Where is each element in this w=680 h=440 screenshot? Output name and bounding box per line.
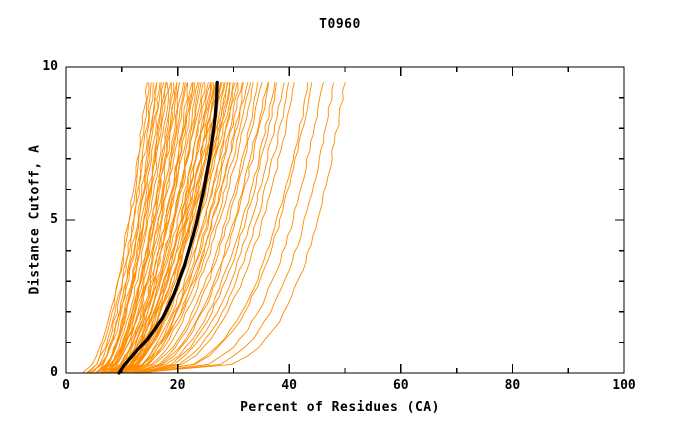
x-axis-label: Percent of Residues (CA) [240, 400, 440, 415]
prediction-curve [120, 82, 222, 374]
prediction-curve [112, 82, 219, 374]
prediction-curve [110, 82, 188, 374]
prediction-curve [104, 82, 189, 374]
prediction-curve [112, 82, 194, 374]
prediction-curve [107, 82, 202, 374]
y-tick-label: 0 [50, 365, 58, 380]
x-tick-label: 80 [504, 378, 521, 393]
prediction-curve [129, 82, 249, 374]
prediction-curve [137, 82, 295, 374]
reference-curve [117, 80, 219, 375]
prediction-curve [122, 82, 234, 374]
prediction-curve [117, 82, 204, 374]
prediction-curve [82, 82, 148, 374]
prediction-curve [90, 82, 161, 374]
prediction-curve [129, 82, 254, 374]
y-tick-label: 5 [50, 212, 58, 227]
prediction-curve [139, 82, 308, 374]
x-tick-label: 40 [281, 378, 298, 393]
x-tick-label: 100 [612, 378, 636, 393]
prediction-curve [95, 82, 169, 374]
prediction-curve [138, 82, 278, 374]
prediction-curve [125, 82, 243, 374]
prediction-curve [136, 82, 346, 374]
prediction-curve [108, 82, 184, 374]
prediction-curve [97, 82, 162, 374]
x-tick-label: 0 [62, 378, 70, 393]
prediction-curve [120, 82, 239, 374]
prediction-curve [106, 82, 180, 374]
axis-frame [65, 66, 625, 374]
prediction-curve [134, 82, 285, 374]
x-tick-label: 60 [392, 378, 409, 393]
prediction-curve [86, 82, 152, 374]
prediction-curve [115, 82, 209, 374]
prediction-curve [111, 82, 195, 374]
prediction-curve [101, 82, 167, 374]
prediction-curve [128, 82, 258, 374]
prediction-curve [138, 82, 334, 374]
prediction-curve [139, 82, 290, 374]
prediction-curve [126, 82, 238, 374]
prediction-curve [135, 82, 270, 374]
prediction-curve [108, 82, 178, 374]
prediction-curve [124, 82, 219, 374]
prediction-curve [110, 82, 212, 374]
prediction-curve [116, 82, 217, 374]
prediction-curve [105, 82, 194, 374]
prediction-curve [124, 82, 252, 374]
prediction-curve [133, 82, 263, 374]
y-tick-label: 10 [42, 59, 58, 74]
prediction-curves-group [82, 82, 346, 374]
prediction-curve [92, 82, 154, 374]
prediction-curve [118, 82, 213, 374]
prediction-curve [96, 82, 158, 374]
prediction-curve [132, 82, 276, 374]
prediction-curve [113, 82, 200, 374]
x-tick-label: 20 [169, 378, 186, 393]
prediction-curve [87, 82, 150, 374]
prediction-curve [130, 82, 269, 374]
prediction-curve [132, 82, 313, 374]
prediction-curve [139, 82, 324, 374]
page-title: T0960 [319, 17, 361, 32]
prediction-curve [103, 82, 172, 374]
